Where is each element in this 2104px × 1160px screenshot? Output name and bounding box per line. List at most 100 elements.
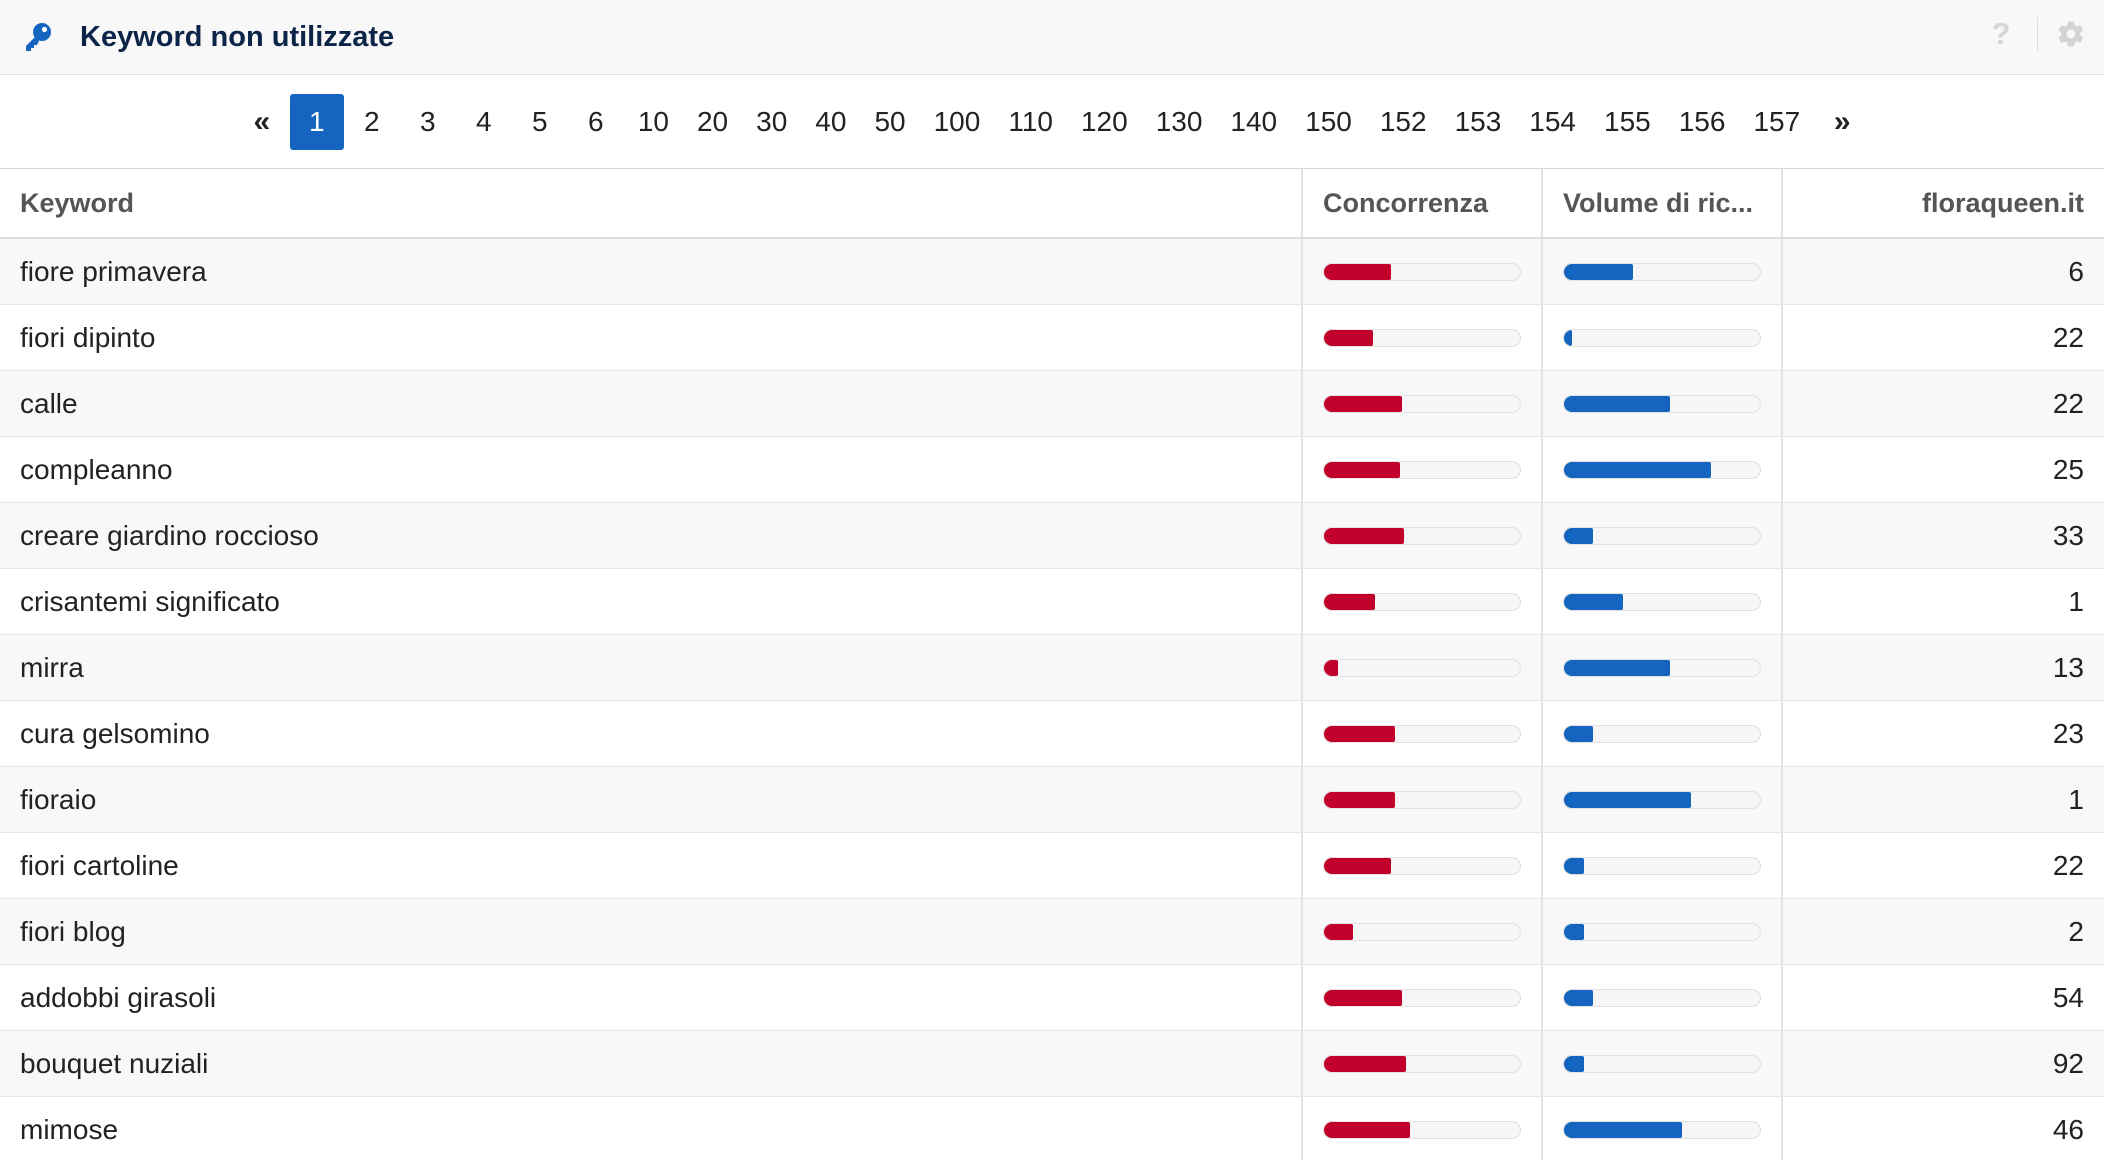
search-volume-bar [1563,592,1761,611]
competition-bar [1323,1054,1521,1073]
keyword-cell[interactable]: calle [0,370,1302,437]
competition-bar-fill [1324,1055,1406,1072]
page-link[interactable]: 50 [874,105,906,137]
competition-bar [1323,460,1521,479]
keyword-cell[interactable]: addobbi girasoli [0,964,1302,1031]
page-link[interactable]: 140 [1230,105,1278,137]
competition-bar-fill [1324,659,1338,676]
competition-bar-fill [1324,263,1391,280]
volume-cell [1541,766,1782,833]
page-link[interactable]: 100 [933,105,981,137]
page-link[interactable]: 150 [1305,105,1352,137]
help-icon[interactable]: ? [1991,16,2011,51]
keyword-cell[interactable]: fiore primavera [0,238,1302,305]
competition-bar-fill [1324,725,1395,742]
competition-bar [1323,658,1521,677]
competition-bar [1323,526,1521,545]
site-value-cell: 33 [1781,502,2104,569]
keyword-cell[interactable]: creare giardino roccioso [0,502,1302,569]
keyword-cell[interactable]: mimose [0,1096,1302,1160]
page-number-list: 1 2 3 4 5 6 10 20 30 40 50 100 110 120 130 140 150 152 153… [289,93,1814,150]
table-row[interactable]: bouquet nuziali 92 [0,1030,2104,1097]
column-header-competition[interactable]: Concorrenza [1301,169,1542,239]
competition-bar-fill [1324,329,1373,346]
page-link[interactable]: 3 [420,105,436,137]
competition-cell [1301,502,1542,569]
page-link[interactable]: 20 [696,105,729,137]
keyword-cell[interactable]: bouquet nuziali [0,1030,1302,1097]
keyword-cell[interactable]: fiori cartoline [0,832,1302,899]
keyword-cell[interactable]: fioraio [0,766,1302,833]
search-volume-bar-fill [1564,329,1572,346]
table-body: fiore primavera 6 fiori dipinto 22 calle 22 co… [0,238,2104,1160]
panel-title: Keyword non utilizzate [80,20,395,53]
table-row[interactable]: addobbi girasoli 54 [0,964,2104,1031]
volume-cell [1541,700,1782,767]
site-value-cell: 25 [1781,436,2104,503]
competition-cell [1301,766,1542,833]
page-link[interactable]: 4 [476,105,492,137]
keywords-table: Keyword Concorrenza Volume di ric... flo… [0,169,2104,1160]
first-page-button[interactable]: « [253,104,271,138]
column-header-volume[interactable]: Volume di ric... [1541,169,1782,239]
table-row[interactable]: fiore primavera 6 [0,238,2104,305]
table-row[interactable]: compleanno 25 [0,436,2104,503]
table-row[interactable]: mimose 46 [0,1096,2104,1160]
page-link[interactable]: 110 [1008,105,1053,137]
search-volume-bar-fill [1564,725,1593,742]
last-page-button[interactable]: » [1833,104,1851,138]
competition-bar [1323,988,1521,1007]
page-link[interactable]: 153 [1454,105,1502,137]
table-row[interactable]: creare giardino roccioso 33 [0,502,2104,569]
site-value-cell: 92 [1781,1030,2104,1097]
page-link[interactable]: 156 [1678,105,1726,137]
competition-bar-fill [1324,527,1404,544]
keyword-cell[interactable]: cura gelsomino [0,700,1302,767]
keyword-cell[interactable]: crisantemi significato [0,568,1302,635]
page-link[interactable]: 130 [1155,105,1203,137]
keyword-cell[interactable]: fiori dipinto [0,304,1302,371]
competition-cell [1301,700,1542,767]
page-link[interactable]: 5 [532,105,548,137]
page-link[interactable]: 6 [588,105,604,137]
volume-cell [1541,1096,1782,1160]
page-link[interactable]: 10 [637,105,669,137]
site-value-cell: 1 [1781,568,2104,635]
table-row[interactable]: calle 22 [0,370,2104,437]
table-row[interactable]: crisantemi significato 1 [0,568,2104,635]
competition-bar [1323,1120,1521,1139]
competition-bar [1323,262,1521,281]
column-header-site[interactable]: floraqueen.it [1781,169,2104,239]
volume-cell [1541,238,1782,305]
column-header-keyword[interactable]: Keyword [0,169,1302,239]
keyword-cell[interactable]: fiori blog [0,898,1302,965]
volume-cell [1541,436,1782,503]
gear-icon[interactable] [2054,17,2088,51]
page-link[interactable]: 1 [289,93,344,150]
search-volume-bar [1563,922,1761,941]
page-link[interactable]: 157 [1753,105,1801,137]
volume-cell [1541,898,1782,965]
page-link[interactable]: 40 [815,105,847,137]
page-link[interactable]: 120 [1080,105,1128,137]
table-row[interactable]: fiori dipinto 22 [0,304,2104,371]
keyword-cell[interactable]: compleanno [0,436,1302,503]
competition-cell [1301,370,1542,437]
search-volume-bar [1563,328,1761,347]
site-value-cell: 22 [1781,370,2104,437]
page-link[interactable]: 152 [1379,105,1427,137]
competition-bar-fill [1324,395,1402,412]
search-volume-bar [1563,658,1761,677]
page-link[interactable]: 154 [1529,105,1576,137]
site-value-cell: 22 [1781,304,2104,371]
table-row[interactable]: cura gelsomino 23 [0,700,2104,767]
keyword-cell[interactable]: mirra [0,634,1302,701]
page-link[interactable]: 30 [756,105,788,137]
table-row[interactable]: fiori cartoline 22 [0,832,2104,899]
table-row[interactable]: fioraio 1 [0,766,2104,833]
page-link[interactable]: 2 [364,105,380,137]
table-row[interactable]: fiori blog 2 [0,898,2104,965]
table-row[interactable]: mirra 13 [0,634,2104,701]
page-link[interactable]: 155 [1604,105,1651,137]
